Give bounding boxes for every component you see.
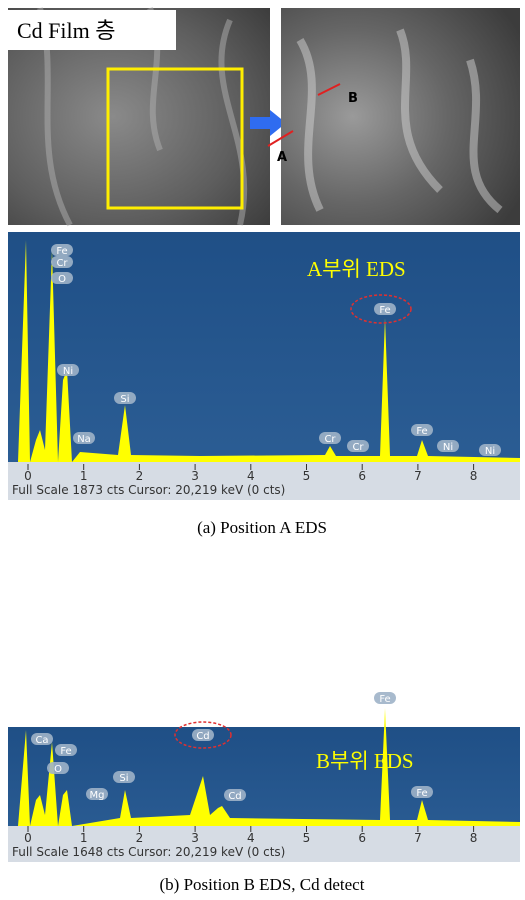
- axis-tick-label: 1: [80, 469, 88, 483]
- peak-label: Ni: [63, 366, 73, 377]
- figure: Cd Film 층 A B A부위 EDS Full Scale 1873 ct…: [0, 0, 525, 900]
- peak-label: Si: [119, 773, 128, 784]
- marker-label: B: [348, 91, 358, 106]
- axis-tick-label: 3: [191, 469, 199, 483]
- peak-label: Fe: [416, 426, 427, 437]
- peak-label: Fe: [379, 305, 390, 316]
- peak-label: Cr: [324, 434, 336, 445]
- axis-tick-label: 8: [470, 831, 478, 845]
- peak-label: Cd: [228, 791, 241, 802]
- panel-title: A부위 EDS: [307, 257, 406, 281]
- footer: Full Scale 1648 cts Cursor: 20,219 keV (…: [12, 845, 285, 859]
- sem-label: Cd Film 층: [17, 18, 116, 43]
- axis-tick-label: 7: [414, 831, 422, 845]
- peak-label: Fe: [56, 246, 67, 257]
- caption: (b) Position B EDS, Cd detect: [160, 875, 365, 894]
- panel-title: B부위 EDS: [316, 749, 414, 773]
- axis-tick-label: 3: [191, 831, 199, 845]
- axis-tick-label: 6: [358, 469, 366, 483]
- peak-label: Ni: [443, 442, 453, 453]
- axis-tick-label: 6: [358, 831, 366, 845]
- axis-tick-label: 8: [470, 469, 478, 483]
- peak-label: Cd: [196, 731, 209, 742]
- peak-label: Na: [77, 434, 91, 445]
- peak-label: Ca: [35, 735, 48, 746]
- axis-tick-label: 0: [24, 469, 32, 483]
- axis-tick-label: 4: [247, 469, 255, 483]
- peak-label: Cr: [352, 442, 364, 453]
- axis-tick-label: 5: [303, 469, 311, 483]
- peak-label: Si: [120, 394, 129, 405]
- axis-tick-label: 2: [136, 831, 144, 845]
- peak-label: Ni: [485, 446, 495, 457]
- axis-tick-label: 7: [414, 469, 422, 483]
- axis-tick-label: 0: [24, 831, 32, 845]
- axis-tick-label: 5: [303, 831, 311, 845]
- axis-tick-label: 2: [136, 469, 144, 483]
- peak-label: O: [58, 274, 66, 285]
- caption: (a) Position A EDS: [197, 518, 327, 537]
- peak-label: Mg: [90, 790, 105, 801]
- peak-label: Fe: [60, 746, 71, 757]
- peak-label: Cr: [56, 258, 68, 269]
- axis-tick-label: 1: [80, 831, 88, 845]
- footer: Full Scale 1873 cts Cursor: 20,219 keV (…: [12, 483, 285, 497]
- marker-label: A: [277, 150, 287, 165]
- peak-label: O: [54, 764, 62, 775]
- peak-label: Fe: [416, 788, 427, 799]
- axis-tick-label: 4: [247, 831, 255, 845]
- peak-label: Fe: [379, 694, 390, 705]
